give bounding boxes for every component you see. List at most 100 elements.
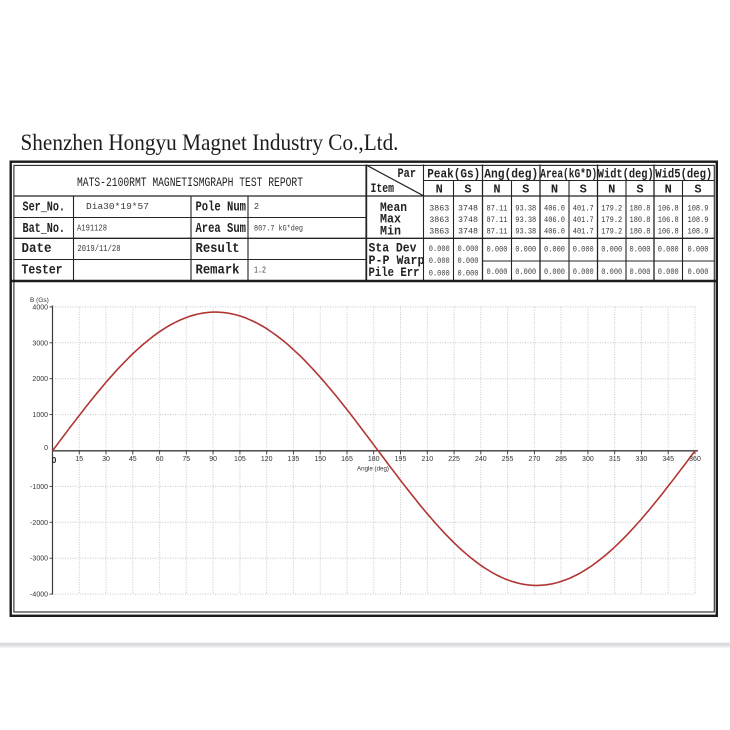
svg-text:Wid5(deg): Wid5(deg) xyxy=(655,167,712,182)
svg-text:0.000: 0.000 xyxy=(630,244,651,254)
svg-text:0.000: 0.000 xyxy=(458,256,479,266)
svg-text:-3000: -3000 xyxy=(30,556,48,563)
svg-text:330: 330 xyxy=(636,456,648,463)
svg-text:315: 315 xyxy=(609,456,621,463)
svg-text:N: N xyxy=(551,183,558,197)
svg-text:87.11: 87.11 xyxy=(487,203,508,213)
svg-text:N: N xyxy=(608,183,615,197)
svg-text:Mean: Mean xyxy=(380,200,407,215)
svg-text:0.000: 0.000 xyxy=(630,267,651,277)
svg-text:108.9: 108.9 xyxy=(688,227,709,237)
svg-text:105: 105 xyxy=(234,456,246,463)
svg-text:4000: 4000 xyxy=(32,304,48,311)
svg-text:Shenzhen Hongyu Magnet Industr: Shenzhen Hongyu Magnet Industry Co.,Ltd. xyxy=(21,130,399,156)
svg-text:Result: Result xyxy=(196,241,240,257)
svg-text:106.8: 106.8 xyxy=(658,227,679,237)
svg-text:225: 225 xyxy=(448,456,460,463)
svg-text:MATS-2100RMT MAGNETISMGRAPH TE: MATS-2100RMT MAGNETISMGRAPH TEST REPORT xyxy=(77,175,303,190)
svg-text:Bat_No.: Bat_No. xyxy=(23,221,66,237)
svg-text:180: 180 xyxy=(368,456,380,463)
svg-text:1.2: 1.2 xyxy=(254,266,266,276)
svg-text:0: 0 xyxy=(52,455,57,465)
svg-text:45: 45 xyxy=(129,456,137,463)
svg-text:2000: 2000 xyxy=(32,376,48,383)
svg-text:Area(kG*D): Area(kG*D) xyxy=(540,167,597,182)
svg-text:Pole Num: Pole Num xyxy=(196,200,247,216)
svg-text:3863: 3863 xyxy=(429,227,449,237)
svg-text:-4000: -4000 xyxy=(30,592,48,599)
svg-text:Par: Par xyxy=(398,166,417,181)
svg-text:135: 135 xyxy=(288,456,300,463)
svg-text:0.000: 0.000 xyxy=(688,244,709,254)
svg-text:0.000: 0.000 xyxy=(544,244,565,254)
svg-text:120: 120 xyxy=(261,456,273,463)
svg-text:N: N xyxy=(436,183,443,197)
svg-text:3748: 3748 xyxy=(458,215,478,225)
svg-text:0.000: 0.000 xyxy=(429,269,450,279)
svg-text:406.0: 406.0 xyxy=(544,227,565,237)
svg-text:285: 285 xyxy=(555,456,567,463)
svg-text:Sta Dev: Sta Dev xyxy=(369,241,417,256)
svg-text:0.000: 0.000 xyxy=(487,267,508,277)
svg-text:165: 165 xyxy=(341,456,353,463)
svg-text:Peak(Gs): Peak(Gs) xyxy=(427,167,480,182)
svg-text:300: 300 xyxy=(582,456,594,463)
svg-text:2019/11/28: 2019/11/28 xyxy=(78,244,121,254)
svg-text:Item: Item xyxy=(371,181,395,196)
svg-text:93.38: 93.38 xyxy=(515,203,536,213)
svg-text:S: S xyxy=(694,183,701,197)
svg-text:-1000: -1000 xyxy=(30,484,48,491)
svg-text:N: N xyxy=(665,183,672,197)
svg-text:N: N xyxy=(493,183,500,197)
svg-text:90: 90 xyxy=(209,456,217,463)
svg-text:B (Gs): B (Gs) xyxy=(30,297,49,304)
svg-text:75: 75 xyxy=(182,456,190,463)
svg-text:0.000: 0.000 xyxy=(544,267,565,277)
svg-text:179.2: 179.2 xyxy=(601,227,622,237)
svg-text:150: 150 xyxy=(314,456,326,463)
svg-text:S: S xyxy=(636,183,643,197)
svg-text:401.7: 401.7 xyxy=(573,215,594,225)
svg-text:0.000: 0.000 xyxy=(429,256,450,266)
svg-text:Ser_No.: Ser_No. xyxy=(23,200,66,216)
svg-text:Max: Max xyxy=(380,212,401,227)
svg-text:0.000: 0.000 xyxy=(573,244,594,254)
svg-text:0.000: 0.000 xyxy=(573,267,594,277)
svg-text:3000: 3000 xyxy=(32,340,48,347)
svg-text:Angle (deg): Angle (deg) xyxy=(357,466,389,473)
svg-text:406.0: 406.0 xyxy=(544,215,565,225)
svg-text:0.000: 0.000 xyxy=(487,244,508,254)
svg-text:401.7: 401.7 xyxy=(573,203,594,213)
svg-text:S: S xyxy=(522,183,529,197)
svg-text:Dia30*19*57: Dia30*19*57 xyxy=(86,202,149,212)
svg-text:Tester: Tester xyxy=(22,263,63,279)
svg-text:0: 0 xyxy=(44,445,48,452)
svg-text:108.9: 108.9 xyxy=(688,215,709,225)
svg-text:106.8: 106.8 xyxy=(658,203,679,213)
svg-text:210: 210 xyxy=(421,456,433,463)
svg-text:401.7: 401.7 xyxy=(573,227,594,237)
svg-text:Remark: Remark xyxy=(196,263,240,279)
svg-text:240: 240 xyxy=(475,456,487,463)
svg-text:Area Sum: Area Sum xyxy=(196,221,247,237)
svg-text:807.7 kG*deg: 807.7 kG*deg xyxy=(254,224,303,234)
svg-text:0.000: 0.000 xyxy=(601,267,622,277)
svg-text:Widt(deg): Widt(deg) xyxy=(598,167,654,182)
svg-text:3863: 3863 xyxy=(429,215,449,225)
svg-text:Min: Min xyxy=(380,223,401,238)
svg-text:0.000: 0.000 xyxy=(658,244,679,254)
svg-text:Pile Err: Pile Err xyxy=(369,265,420,280)
svg-text:108.9: 108.9 xyxy=(688,203,709,213)
svg-text:S: S xyxy=(580,183,587,197)
svg-text:93.38: 93.38 xyxy=(515,215,536,225)
svg-text:A191128: A191128 xyxy=(77,224,107,234)
svg-text:179.2: 179.2 xyxy=(601,215,622,225)
svg-text:1000: 1000 xyxy=(32,412,48,419)
svg-text:30: 30 xyxy=(102,456,110,463)
svg-text:2: 2 xyxy=(254,202,259,212)
svg-text:0.000: 0.000 xyxy=(429,244,450,254)
svg-text:180.8: 180.8 xyxy=(630,203,651,213)
svg-text:0.000: 0.000 xyxy=(515,244,536,254)
svg-text:3748: 3748 xyxy=(458,227,478,237)
svg-text:270: 270 xyxy=(529,456,541,463)
